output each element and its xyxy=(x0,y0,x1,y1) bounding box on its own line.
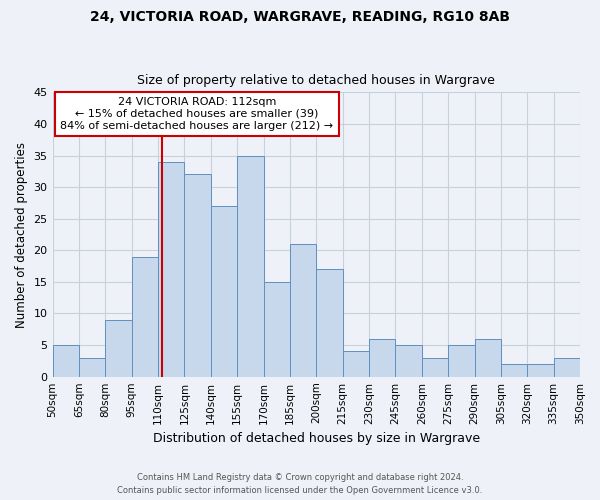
Bar xyxy=(211,206,237,376)
Bar xyxy=(395,345,422,376)
Bar xyxy=(422,358,448,376)
Bar xyxy=(343,352,369,376)
Title: Size of property relative to detached houses in Wargrave: Size of property relative to detached ho… xyxy=(137,74,495,87)
Bar xyxy=(131,256,158,376)
Bar xyxy=(53,345,79,376)
Bar xyxy=(263,282,290,376)
Bar xyxy=(554,358,580,376)
Text: 24 VICTORIA ROAD: 112sqm
← 15% of detached houses are smaller (39)
84% of semi-d: 24 VICTORIA ROAD: 112sqm ← 15% of detach… xyxy=(60,98,333,130)
Bar xyxy=(105,320,131,376)
Text: 24, VICTORIA ROAD, WARGRAVE, READING, RG10 8AB: 24, VICTORIA ROAD, WARGRAVE, READING, RG… xyxy=(90,10,510,24)
Bar xyxy=(158,162,184,376)
Bar xyxy=(448,345,475,376)
Bar xyxy=(316,270,343,376)
X-axis label: Distribution of detached houses by size in Wargrave: Distribution of detached houses by size … xyxy=(153,432,480,445)
Bar xyxy=(475,339,501,376)
Bar xyxy=(79,358,105,376)
Bar xyxy=(527,364,554,376)
Bar xyxy=(290,244,316,376)
Y-axis label: Number of detached properties: Number of detached properties xyxy=(15,142,28,328)
Bar xyxy=(501,364,527,376)
Text: Contains HM Land Registry data © Crown copyright and database right 2024.
Contai: Contains HM Land Registry data © Crown c… xyxy=(118,473,482,495)
Bar xyxy=(184,174,211,376)
Bar xyxy=(237,156,263,376)
Bar xyxy=(369,339,395,376)
